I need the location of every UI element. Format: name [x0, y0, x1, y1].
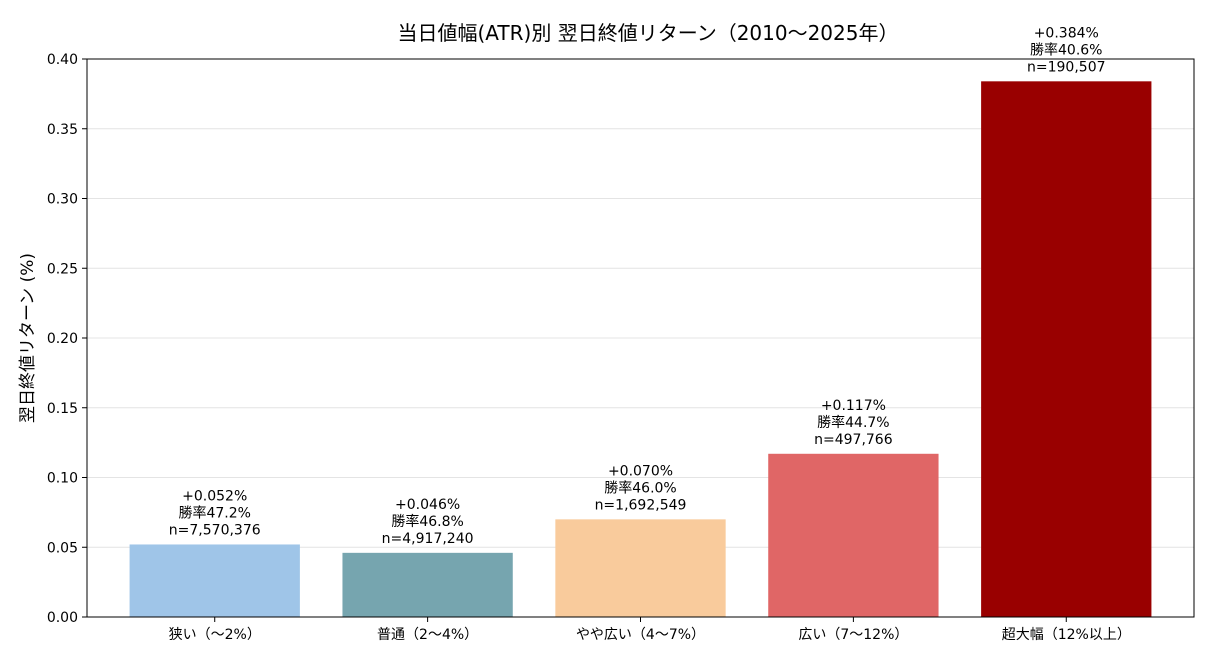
bar	[768, 453, 939, 617]
chart-title: 当日値幅(ATR)別 翌日終値リターン（2010〜2025年）	[397, 21, 898, 45]
count-label: n=7,570,376	[169, 522, 261, 538]
y-tick-label: 0.05	[47, 540, 78, 556]
y-axis-ticks: 0.00 0.05 0.10 0.15 0.20 0.25 0.30 0.35 0.40	[47, 52, 87, 626]
data-labels: +0.052%勝率47.2%n=7,570,376+0.046%勝率46.8%n…	[169, 25, 1106, 547]
gridlines	[87, 58, 1194, 548]
value-label: +0.046%	[395, 497, 460, 513]
count-label: n=4,917,240	[382, 531, 474, 547]
win-rate-label: 勝率47.2%	[178, 504, 250, 521]
win-rate-label: 勝率44.7%	[817, 414, 889, 431]
y-tick-label: 0.40	[47, 52, 78, 68]
y-tick-label: 0.00	[47, 610, 78, 626]
y-tick-label: 0.30	[47, 192, 78, 208]
y-tick-label: 0.15	[47, 401, 78, 417]
bar	[981, 81, 1152, 617]
count-label: n=190,507	[1027, 59, 1106, 75]
bar	[342, 552, 513, 617]
value-label: +0.070%	[608, 463, 673, 479]
bars	[129, 81, 1152, 617]
win-rate-label: 勝率46.0%	[604, 479, 676, 496]
x-tick-label: 広い（7〜12%）	[798, 627, 908, 643]
x-tick-label: やや広い（4〜7%）	[576, 627, 705, 643]
value-label: +0.384%	[1034, 25, 1099, 41]
y-tick-label: 0.25	[47, 261, 78, 277]
bar	[555, 519, 726, 617]
x-tick-label: 普通（2〜4%）	[377, 627, 478, 643]
win-rate-label: 勝率40.6%	[1030, 41, 1102, 58]
count-label: n=497,766	[814, 432, 893, 448]
x-tick-label: 超大幅（12%以上）	[1002, 627, 1131, 643]
win-rate-label: 勝率46.8%	[391, 513, 463, 530]
count-label: n=1,692,549	[595, 497, 687, 513]
y-tick-label: 0.35	[47, 122, 78, 138]
y-axis-label: 翌日終値リターン (%)	[18, 253, 38, 423]
x-axis-ticks: 狭い（〜2%） 普通（2〜4%） やや広い（4〜7%） 広い（7〜12%） 超大幅（12…	[169, 617, 1131, 643]
bar	[129, 544, 300, 617]
x-tick-label: 狭い（〜2%）	[169, 627, 261, 643]
value-label: +0.117%	[821, 398, 886, 414]
y-tick-label: 0.20	[47, 331, 78, 347]
y-tick-label: 0.10	[47, 471, 78, 487]
value-label: +0.052%	[182, 488, 247, 504]
